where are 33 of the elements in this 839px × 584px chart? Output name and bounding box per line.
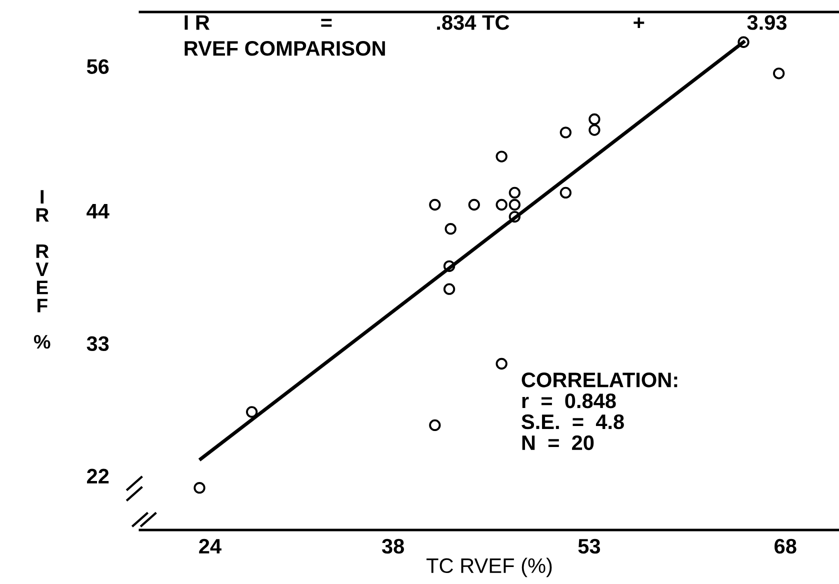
point: [508, 186, 521, 199]
point: [773, 68, 785, 80]
y-axis-title: IR RVEF %: [34, 190, 50, 349]
point: [194, 482, 206, 494]
annotation: CORRELATION: r = 0.848 S.E. = 4.8 N = 20: [522, 372, 678, 450]
y-tick-label: 22: [86, 468, 109, 484]
point: [429, 419, 441, 432]
point: [443, 283, 456, 295]
point: [588, 124, 600, 136]
y-tick-label: 56: [86, 59, 109, 74]
point: [496, 150, 508, 162]
point: [246, 406, 258, 418]
y-tick-label: 33: [86, 336, 109, 352]
point: [508, 198, 521, 211]
y-tick-label: 44: [86, 204, 110, 218]
point: [496, 358, 508, 370]
point: [444, 223, 456, 235]
x-axis-title: TC RVEF (%): [426, 558, 552, 578]
x-tick-label: 24: [199, 538, 222, 554]
point: [496, 198, 508, 211]
x-tick-label: 53: [578, 538, 600, 554]
x-tick-label: 68: [774, 538, 796, 554]
point: [560, 186, 572, 199]
annotation: RVEF COMPARISON: [184, 41, 385, 56]
point: [588, 113, 600, 126]
text: I R = .834 TC + 3.93: [184, 15, 787, 30]
point: [468, 198, 480, 211]
point: [443, 260, 456, 272]
point: [560, 126, 572, 138]
point: [429, 198, 441, 211]
x-tick-label: 38: [382, 538, 404, 554]
point: [738, 36, 750, 48]
point: [508, 210, 521, 223]
